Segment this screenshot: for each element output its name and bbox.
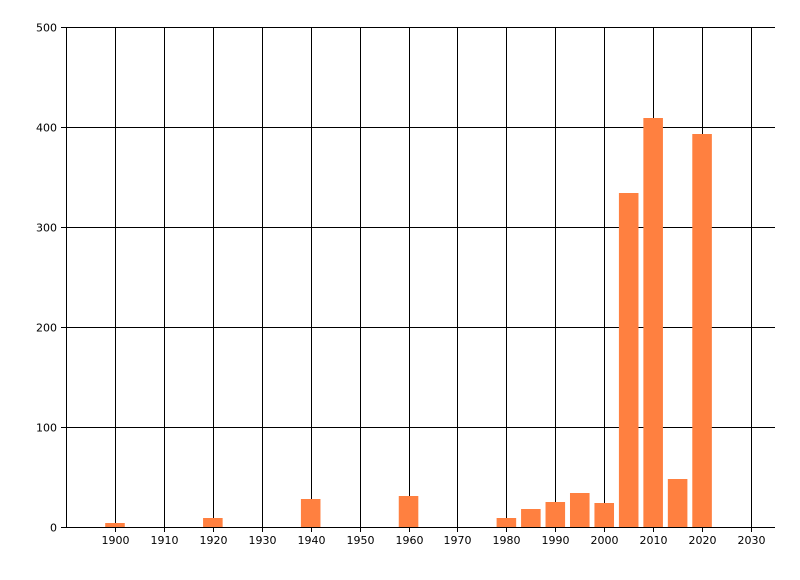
y-tick-label: 400 <box>36 122 57 135</box>
x-tick-label: 1960 <box>396 534 424 547</box>
bar-1940 <box>300 499 321 527</box>
x-tick-label: 1910 <box>151 534 179 547</box>
x-tick-label: 2000 <box>591 534 619 547</box>
x-tick-label: 1950 <box>347 534 375 547</box>
tick-labels: 0 100 200 300 400 500 1900 1910 1920 1930 1940 1950… <box>36 22 766 548</box>
x-tick-label: 1980 <box>493 534 521 547</box>
bar-1920 <box>203 518 223 527</box>
bar-2005 <box>618 193 639 527</box>
y-tick-label: 200 <box>36 322 57 335</box>
x-tick-label: 1920 <box>200 534 228 547</box>
bar-2020 <box>692 134 712 527</box>
x-tick-label: 2020 <box>689 534 717 547</box>
x-tick-label: 1990 <box>542 534 570 547</box>
bar-2010 <box>643 118 663 527</box>
gridlines <box>61 27 775 532</box>
bar-1980 <box>496 518 517 527</box>
y-tick-label: 500 <box>36 22 57 35</box>
bar-1985 <box>521 509 541 527</box>
bar-1960 <box>398 496 419 527</box>
x-tick-label: 1930 <box>249 534 277 547</box>
y-tick-label: 100 <box>36 422 57 435</box>
bars <box>105 118 712 527</box>
bar-1990 <box>545 502 566 527</box>
y-tick-label: 0 <box>50 522 57 535</box>
bar-1995 <box>569 493 590 527</box>
x-tick-label: 2030 <box>738 534 766 547</box>
x-tick-label: 1940 <box>298 534 326 547</box>
x-tick-label: 2010 <box>640 534 668 547</box>
bar-1900 <box>105 523 125 527</box>
bar-2000 <box>594 503 615 527</box>
x-tick-label: 1970 <box>444 534 472 547</box>
axes <box>66 27 775 528</box>
bar-2015 <box>667 479 688 527</box>
y-tick-label: 300 <box>36 222 57 235</box>
x-tick-label: 1900 <box>102 534 130 547</box>
